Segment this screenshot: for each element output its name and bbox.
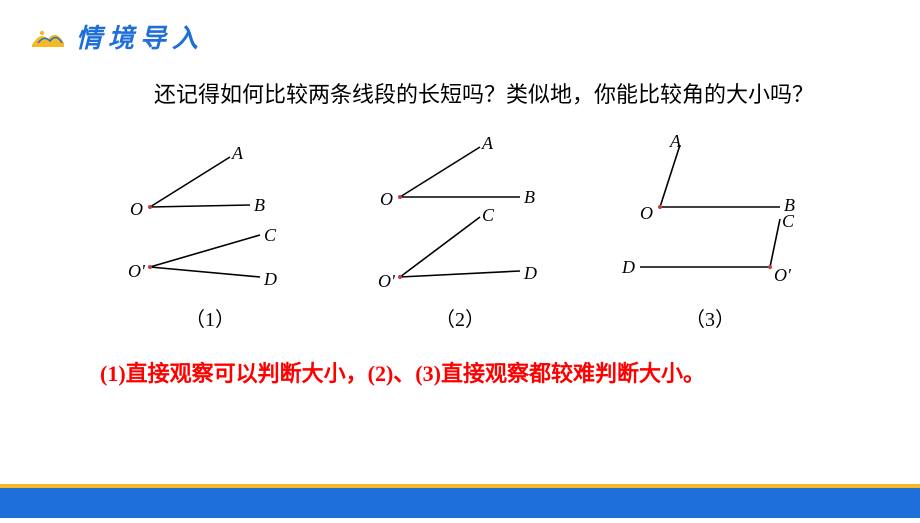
svg-text:D: D (621, 257, 635, 277)
svg-text:C: C (782, 211, 795, 231)
svg-text:O': O' (378, 271, 396, 291)
svg-text:O: O (130, 199, 143, 219)
diagram-2: O A B O' C D （2） (360, 127, 560, 332)
angle-diagram: O A B O' C D (360, 127, 560, 307)
svg-text:B: B (254, 195, 265, 215)
svg-text:D: D (523, 263, 537, 283)
header-logo-icon (28, 23, 68, 51)
svg-text:C: C (264, 225, 277, 245)
svg-text:A: A (481, 133, 494, 153)
svg-text:O: O (380, 189, 393, 209)
svg-text:B: B (524, 187, 535, 207)
diagram-3: OABO'CD（3） (610, 127, 810, 332)
diagram-caption: （3） (685, 303, 735, 332)
header-title: 情境导入 (76, 18, 204, 55)
svg-text:O': O' (774, 265, 792, 285)
svg-text:A: A (231, 143, 244, 163)
svg-text:A: A (669, 131, 682, 151)
angle-diagram: O A B O' C D (110, 127, 310, 307)
question-text: 还记得如何比较两条线段的长短吗？类似地，你能比较角的大小吗？ (0, 55, 920, 117)
answer-text: (1)直接观察可以判断大小，(2)、(3)直接观察都较难判断大小。 (0, 356, 920, 388)
diagram-caption: （1） (185, 303, 235, 332)
diagrams-row: OABO'CD（1）OABO'CD（2）OABO'CD（3） (0, 127, 920, 332)
svg-text:O: O (640, 203, 653, 223)
svg-text:D: D (263, 269, 277, 289)
diagram-1: O A B O' C D （1） (110, 127, 310, 332)
svg-text:C: C (482, 205, 495, 225)
footer-bar-svg (0, 484, 920, 518)
footer-bar (0, 484, 920, 518)
diagram-caption: （2） (435, 303, 485, 332)
angle-diagram: OABO'CD (610, 127, 810, 307)
svg-text:O': O' (128, 261, 146, 281)
section-header: 情境导入 (0, 0, 920, 55)
